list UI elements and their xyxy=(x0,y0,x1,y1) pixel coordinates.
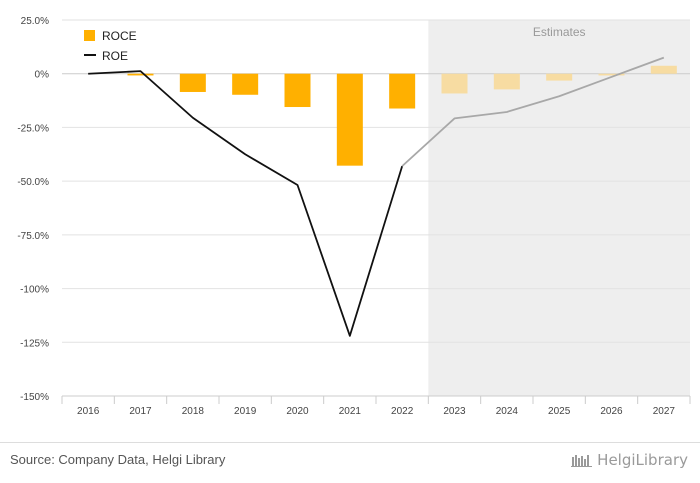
roce-bar xyxy=(336,73,363,166)
x-tick-label: 2027 xyxy=(653,406,676,417)
chart: Estimates 25.0% 0% -25.0% -50.0% -75.0% -100%… xyxy=(17,16,691,417)
x-tick-label: 2021 xyxy=(339,406,362,417)
x-tick-label: 2018 xyxy=(182,406,205,417)
x-tick-label: 2022 xyxy=(391,406,414,417)
estimates-region xyxy=(428,20,690,396)
roe-line xyxy=(88,56,665,337)
roce-bar xyxy=(127,73,154,76)
roce-bar xyxy=(650,65,677,74)
footer: Source: Company Data, Helgi Library Helg… xyxy=(0,442,700,483)
legend-roe-label: ROE xyxy=(102,49,128,63)
legend-roce-label: ROCE xyxy=(102,29,137,43)
x-tick-label: 2016 xyxy=(77,406,100,417)
roce-bar xyxy=(284,73,311,108)
brand-name: HelgiLibrary xyxy=(597,451,688,469)
roe-line-actual xyxy=(88,70,404,337)
y-tick-label: 0% xyxy=(35,70,50,81)
y-tick-label: 25.0% xyxy=(21,16,49,27)
y-tick-label: -50.0% xyxy=(17,177,49,188)
legend-roce-swatch xyxy=(84,30,95,41)
source-text: Source: Company Data, Helgi Library xyxy=(10,452,226,467)
roce-bar xyxy=(598,73,625,76)
legend: ROCE ROE xyxy=(84,29,137,63)
x-tick-label: 2026 xyxy=(600,406,623,417)
brand[interactable]: HelgiLibrary xyxy=(571,451,688,469)
roce-bar xyxy=(441,73,468,94)
roce-bar xyxy=(232,73,259,95)
roce-bar xyxy=(389,73,416,109)
y-axis-ticks: 25.0% 0% -25.0% -50.0% -75.0% -100% -125% -150% xyxy=(17,16,49,403)
x-axis: 2016 2017 2018 2019 2020 2021 2022 2023 2024 2025… xyxy=(61,395,691,417)
x-tick-label: 2020 xyxy=(286,406,309,417)
y-tick-label: -75.0% xyxy=(17,231,49,242)
roce-bars xyxy=(127,65,677,166)
y-tick-label: -125% xyxy=(20,338,49,349)
roe-line-estimate xyxy=(401,56,665,167)
x-tick-label: 2024 xyxy=(496,406,519,417)
y-tick-label: -100% xyxy=(20,285,49,296)
x-tick-label: 2023 xyxy=(443,406,466,417)
roce-bar xyxy=(179,73,206,92)
roce-bar xyxy=(493,73,520,90)
estimates-label: Estimates xyxy=(533,25,586,39)
library-logo-icon xyxy=(571,455,593,467)
roce-bar xyxy=(546,73,573,81)
x-tick-label: 2025 xyxy=(548,406,571,417)
x-tick-label: 2019 xyxy=(234,406,257,417)
y-tick-label: -150% xyxy=(20,392,49,403)
x-tick-label: 2017 xyxy=(129,406,152,417)
y-tick-label: -25.0% xyxy=(17,123,49,134)
